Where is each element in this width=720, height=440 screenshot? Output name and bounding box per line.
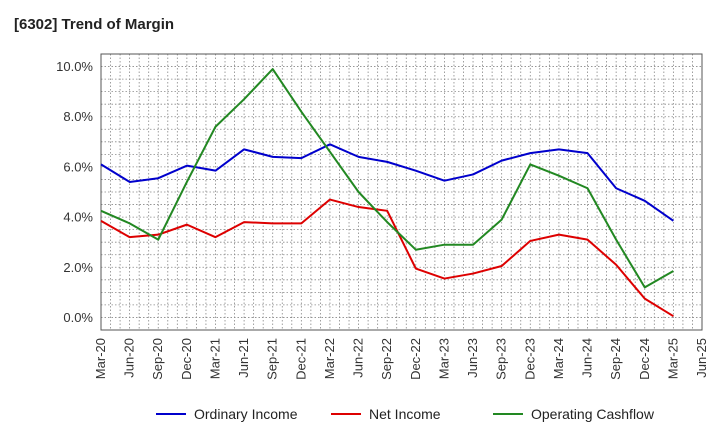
x-tick-label: Dec-24 [637, 338, 652, 380]
series-lines [100, 68, 674, 318]
plot-area [101, 54, 702, 330]
x-tick-label: Mar-22 [322, 338, 337, 379]
x-tick-label: Dec-23 [522, 338, 537, 380]
x-tick-label: Sep-24 [608, 338, 623, 380]
x-tick-label: Mar-21 [207, 338, 222, 379]
legend: Ordinary Income Net Income Operating Cashf… [156, 406, 655, 422]
x-tick-label: Dec-20 [179, 338, 194, 380]
operating-cashflow-legend-label: Operating Cashflow [531, 406, 655, 422]
x-tick-label: Dec-21 [293, 338, 308, 380]
x-tick-label: Sep-21 [265, 338, 280, 380]
x-tick-label: Mar-20 [93, 338, 108, 379]
y-tick-label: 8.0% [63, 109, 93, 124]
x-tick-label: Dec-22 [408, 338, 423, 380]
plot-frame [100, 53, 703, 331]
x-tick-label: Jun-20 [122, 338, 137, 378]
net-income-legend-label: Net Income [369, 406, 441, 422]
chart-title: [6302] Trend of Margin [14, 16, 175, 33]
y-tick-label: 0.0% [63, 310, 93, 325]
ordinary-income-line [100, 143, 674, 222]
x-tick-label: Sep-22 [379, 338, 394, 380]
x-tick-label: Jun-22 [351, 338, 366, 378]
ordinary-income-legend-label: Ordinary Income [194, 406, 298, 422]
x-tick-label: Jun-25 [694, 338, 709, 378]
x-tick-label: Jun-24 [580, 338, 595, 378]
x-tick-label: Mar-23 [436, 338, 451, 379]
x-tick-label: Jun-21 [236, 338, 251, 378]
net-income-line [100, 198, 674, 318]
x-tick-label: Sep-23 [494, 338, 509, 380]
y-tick-label: 2.0% [63, 260, 93, 275]
x-tick-label: Mar-24 [551, 338, 566, 379]
grid [100, 53, 703, 331]
y-tick-label: 10.0% [56, 59, 93, 74]
operating-cashflow-line [100, 68, 674, 289]
y-tick-label: 6.0% [63, 159, 93, 174]
x-tick-label: Mar-25 [665, 338, 680, 379]
x-tick-label: Sep-20 [150, 338, 165, 380]
y-tick-label: 4.0% [63, 210, 93, 225]
x-tick-label: Jun-23 [465, 338, 480, 378]
axes: 0.0% 2.0% 4.0% 6.0% 8.0% 10.0% Mar-20 Jun-20 Sep… [56, 53, 709, 380]
